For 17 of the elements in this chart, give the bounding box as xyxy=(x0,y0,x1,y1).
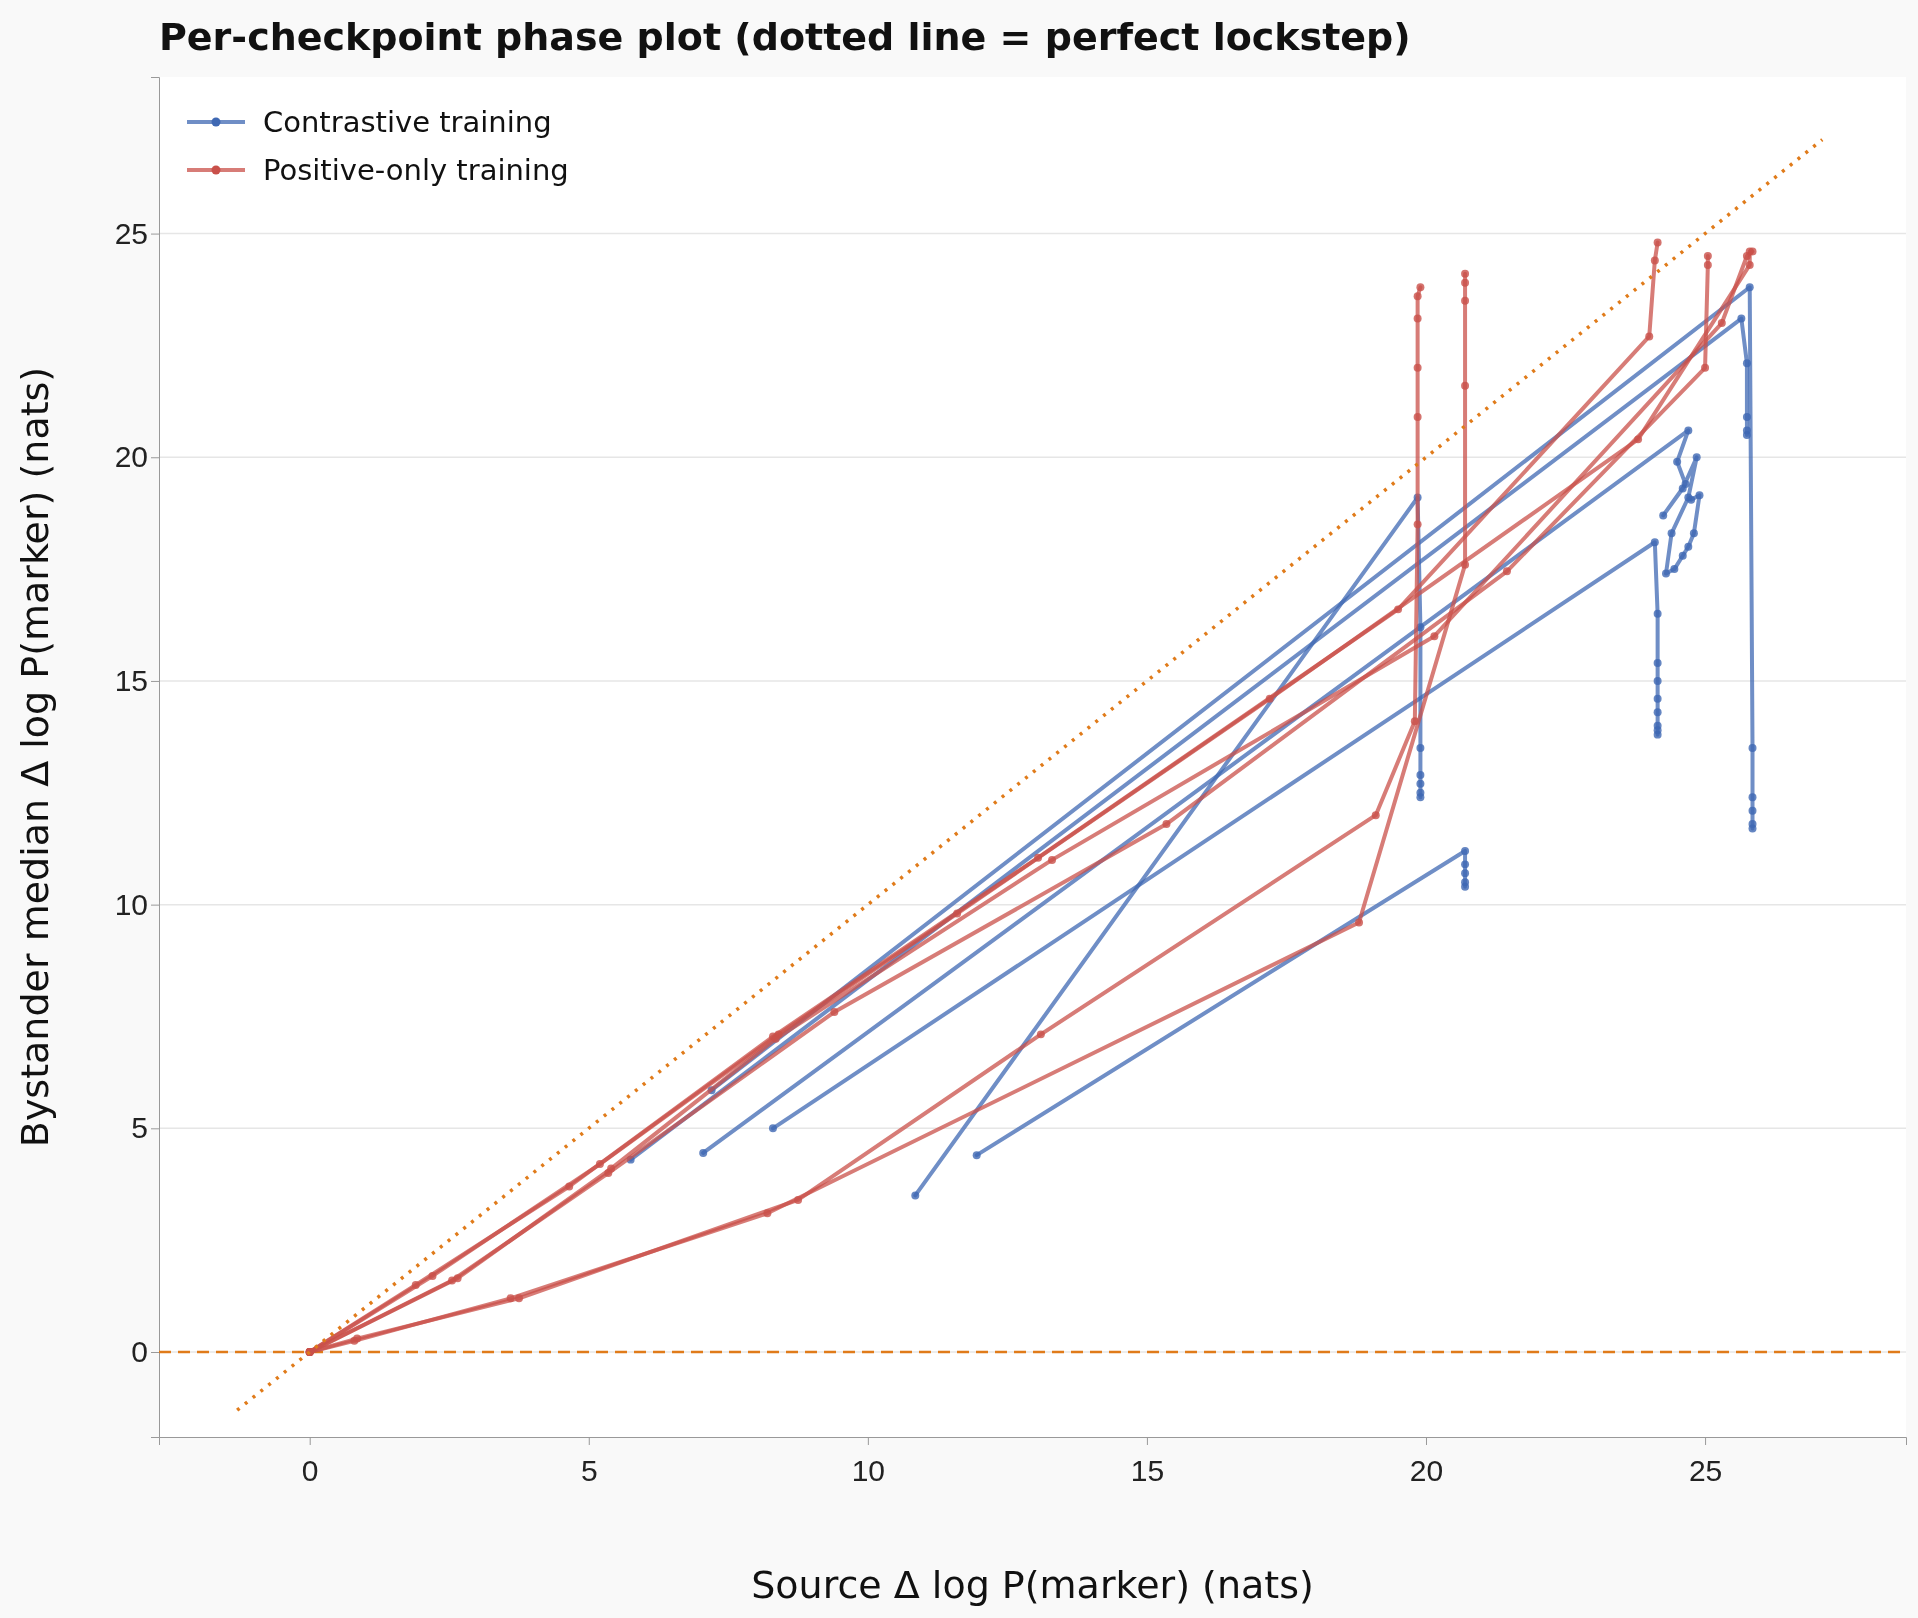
chart-title: Per-checkpoint phase plot (dotted line = perfect lockstep) xyxy=(159,15,1411,59)
y-axis-title: Bystander median Δ log P(marker) (nats) xyxy=(13,366,57,1148)
x-tick-label: 10 xyxy=(851,1454,886,1487)
y-tick-label: 10 xyxy=(114,887,148,921)
legend-label: Contrastive training xyxy=(263,105,552,139)
x-tick-label: 15 xyxy=(1130,1454,1165,1487)
x-tick-label: 25 xyxy=(1688,1454,1723,1487)
y-tick-label: 0 xyxy=(131,1335,148,1369)
x-tick-label: 20 xyxy=(1409,1454,1444,1487)
legend-label: Positive-only training xyxy=(263,153,569,187)
y-tick-label: 15 xyxy=(114,664,148,698)
x-tick-label: 0 xyxy=(301,1454,319,1487)
y-tick-label: 25 xyxy=(114,216,148,250)
x-tick-label: 5 xyxy=(580,1454,598,1487)
y-tick-label: 20 xyxy=(114,440,148,474)
y-tick-label: 5 xyxy=(131,1111,148,1145)
x-axis-title: Source Δ log P(marker) (nats) xyxy=(751,1563,1314,1607)
